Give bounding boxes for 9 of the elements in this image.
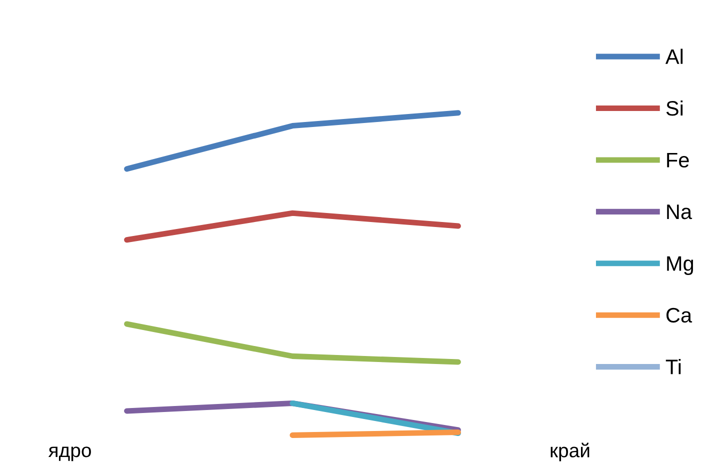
text: ядро bbox=[48, 446, 91, 462]
legend-label: Na bbox=[667, 204, 692, 220]
text: край bbox=[550, 442, 590, 462]
legend-label: Fe bbox=[667, 152, 689, 168]
legend-label: Ti bbox=[666, 359, 681, 374]
legend-label: Al bbox=[665, 48, 683, 64]
legend-label: Si bbox=[666, 100, 683, 116]
legend-label: Ca bbox=[666, 308, 692, 323]
legend-label: Mg bbox=[667, 256, 694, 276]
